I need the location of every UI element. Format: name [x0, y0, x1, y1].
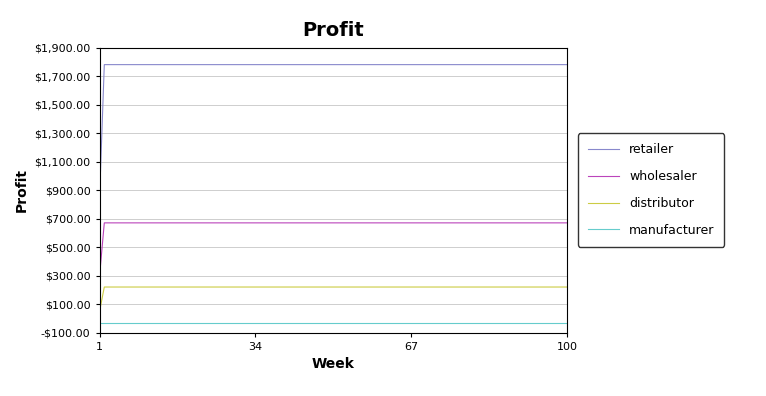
- distributor: [189, 285, 198, 289]
- manufacturer: [204, 320, 213, 325]
- Title: Profit: Profit: [303, 21, 364, 40]
- distributor: [529, 285, 538, 289]
- distributor: [340, 285, 349, 289]
- retailer: [208, 62, 218, 67]
- wholesaler: [378, 221, 388, 225]
- manufacturer: [538, 320, 548, 325]
- wholesaler: [543, 221, 552, 225]
- wholesaler: [100, 221, 109, 225]
- manufacturer: [374, 320, 383, 325]
- retailer: [562, 62, 571, 67]
- Legend: retailer, wholesaler, distributor, manufacturer: retailer, wholesaler, distributor, manuf…: [578, 133, 725, 247]
- X-axis label: Week: Week: [312, 357, 355, 371]
- Y-axis label: Profit: Profit: [15, 168, 29, 212]
- manufacturer: [336, 320, 345, 325]
- Line: wholesaler: wholesaler: [100, 223, 567, 276]
- retailer: [95, 195, 104, 200]
- retailer: [189, 62, 198, 67]
- distributor: [95, 309, 104, 314]
- retailer: [378, 62, 388, 67]
- retailer: [340, 62, 349, 67]
- distributor: [100, 285, 109, 289]
- distributor: [378, 285, 388, 289]
- Line: distributor: distributor: [100, 287, 567, 311]
- wholesaler: [189, 221, 198, 225]
- manufacturer: [185, 320, 194, 325]
- wholesaler: [340, 221, 349, 225]
- wholesaler: [562, 221, 571, 225]
- manufacturer: [525, 320, 534, 325]
- manufacturer: [95, 320, 104, 325]
- distributor: [562, 285, 571, 289]
- wholesaler: [529, 221, 538, 225]
- wholesaler: [95, 273, 104, 278]
- manufacturer: [562, 320, 571, 325]
- Line: retailer: retailer: [100, 65, 567, 197]
- retailer: [543, 62, 552, 67]
- retailer: [529, 62, 538, 67]
- retailer: [100, 62, 109, 67]
- wholesaler: [208, 221, 218, 225]
- distributor: [208, 285, 218, 289]
- distributor: [543, 285, 552, 289]
